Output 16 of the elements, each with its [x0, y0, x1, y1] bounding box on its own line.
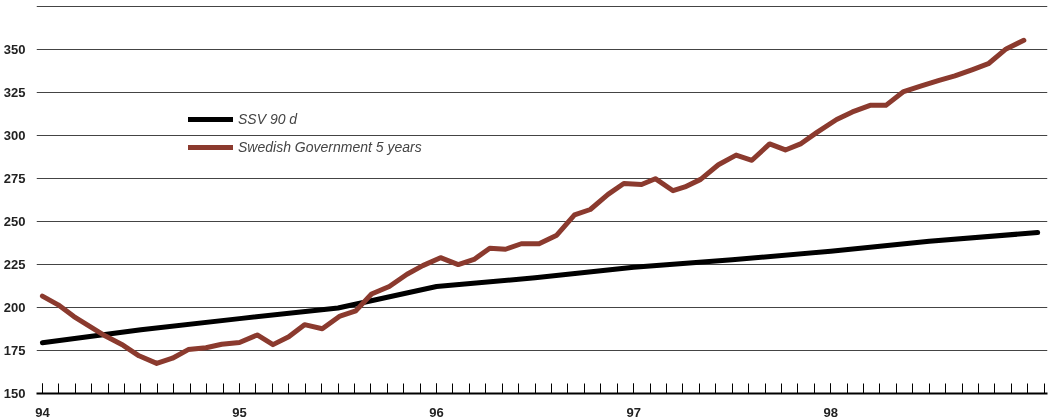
y-tick-label: 200 — [3, 299, 26, 315]
x-tick-label: 98 — [823, 404, 838, 419]
x-tick-label: 97 — [626, 404, 641, 419]
x-tick-label: 94 — [35, 404, 51, 419]
y-tick-label: 225 — [3, 256, 26, 272]
x-tick-label: 95 — [232, 404, 247, 419]
legend-label: Swedish Government 5 years — [238, 139, 422, 155]
y-tick-label: 150 — [3, 386, 26, 401]
y-tick-label: 275 — [3, 170, 26, 186]
y-tick-label: 175 — [3, 342, 26, 358]
y-tick-label: 300 — [3, 127, 26, 143]
y-tick-label: 250 — [3, 213, 26, 229]
y-tick-label: 325 — [3, 84, 26, 100]
x-tick-label: 96 — [429, 404, 444, 419]
y-tick-label: 350 — [3, 41, 26, 57]
legend-label: SSV 90 d — [238, 111, 298, 127]
